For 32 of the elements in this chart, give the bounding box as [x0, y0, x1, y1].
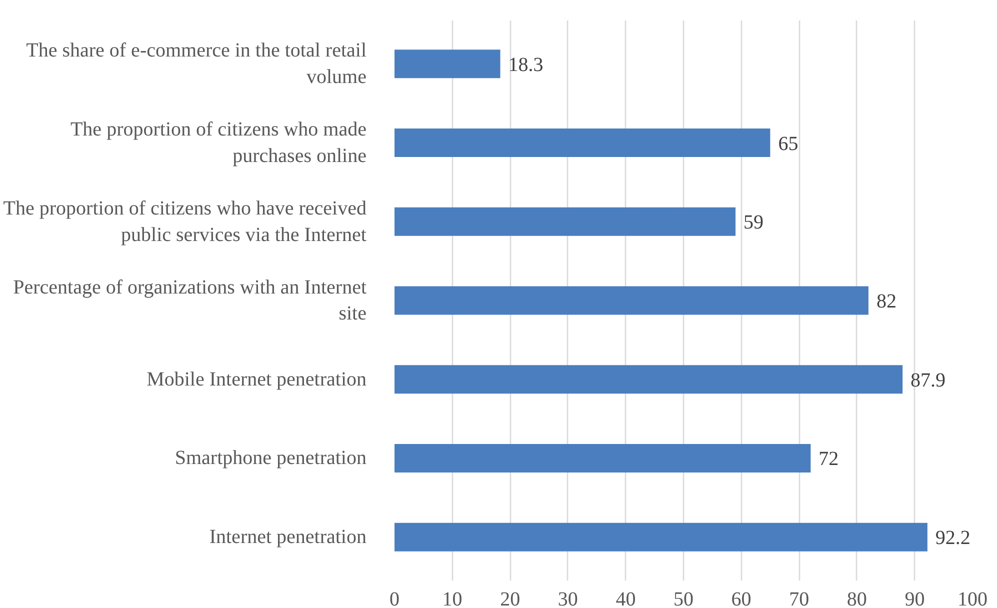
x-tick-label: 80	[846, 588, 867, 608]
x-tick-label: 50	[674, 588, 694, 608]
x-tick-label: 20	[500, 588, 520, 608]
bar	[394, 207, 736, 236]
y-tick-label: Percentage of organizations with an Internet site	[13, 276, 367, 325]
bar	[394, 444, 811, 472]
x-tick-label: 70	[789, 588, 810, 608]
y-tick-label: The share of e-commerce in the total retail volume	[26, 40, 367, 88]
bar	[394, 365, 903, 394]
x-tick-label: 10	[442, 588, 462, 608]
y-tick-label: Smartphone penetration	[174, 447, 367, 470]
data-label: 72	[818, 448, 839, 470]
data-label: 59	[744, 212, 764, 234]
x-tick-label: 60	[731, 588, 752, 608]
data-label: 65	[778, 132, 798, 155]
data-label: 92.2	[935, 527, 970, 550]
y-tick-label: Internet penetration	[209, 526, 367, 548]
y-tick-label: The proportion of citizens who made purchases online	[70, 118, 367, 167]
x-tick-label: 40	[616, 588, 636, 608]
bar	[394, 50, 500, 78]
bar	[394, 522, 928, 552]
y-tick-label: Mobile Internet penetration	[146, 368, 366, 390]
x-tick-label: 0	[390, 588, 400, 608]
x-tick-label: 100	[958, 588, 988, 608]
x-tick-label: 90	[904, 588, 925, 608]
x-tick-label: 30	[558, 588, 578, 608]
bar	[394, 128, 770, 157]
data-label: 87.9	[910, 369, 946, 392]
bar	[394, 286, 868, 315]
data-label: 82	[876, 290, 896, 312]
y-tick-label: The proportion of citizens who have received public services via the Internet	[3, 197, 367, 246]
data-label: 18.3	[508, 54, 544, 76]
